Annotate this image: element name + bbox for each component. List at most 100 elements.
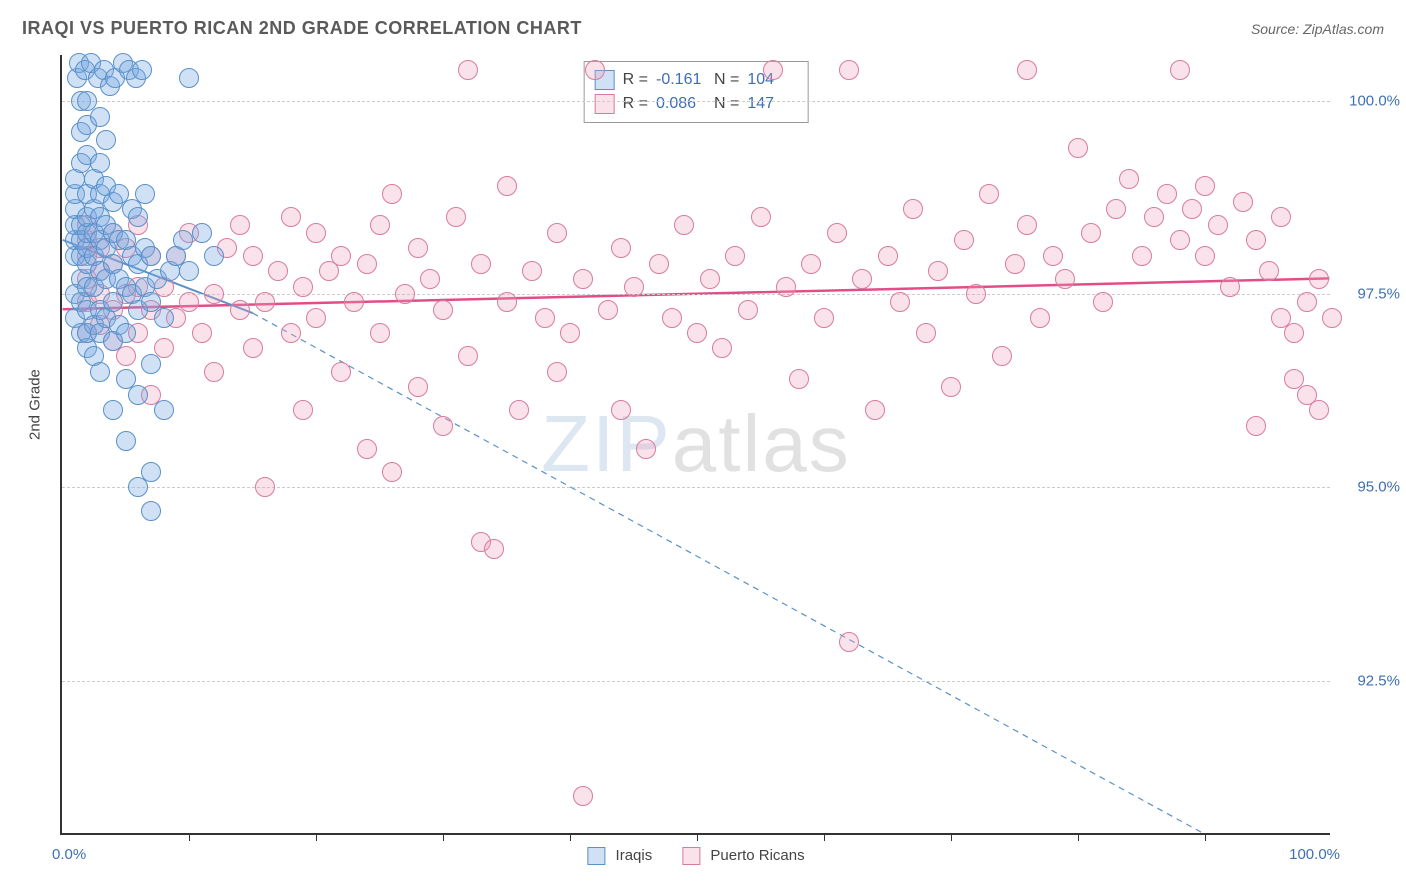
x-tick (443, 833, 444, 841)
puertoricans-point (547, 223, 567, 243)
iraqis-point (116, 323, 136, 343)
n-label: N = (714, 68, 739, 92)
r-label: R = (623, 68, 648, 92)
iraqis-point (179, 68, 199, 88)
x-max-label: 100.0% (1289, 846, 1340, 863)
puertoricans-point (230, 215, 250, 235)
puertoricans-point (1005, 254, 1025, 274)
n-label: N = (714, 92, 739, 116)
puertoricans-point (966, 284, 986, 304)
iraqis-legend-swatch (587, 847, 605, 865)
puertoricans-point (941, 377, 961, 397)
puertoricans-point (458, 60, 478, 80)
puertoricans-point (306, 308, 326, 328)
x-tick (316, 833, 317, 841)
puertoricans-point (293, 277, 313, 297)
puertoricans-point (827, 223, 847, 243)
puertoricans-point (433, 300, 453, 320)
iraqis-point (90, 153, 110, 173)
puertoricans-point (928, 261, 948, 281)
iraqis-point (90, 362, 110, 382)
puertoricans-point (1233, 192, 1253, 212)
puertoricans-point (281, 207, 301, 227)
puertoricans-point (1322, 308, 1342, 328)
iraqis-point (141, 501, 161, 521)
puertoricans-point (839, 632, 859, 652)
iraqis-point (135, 184, 155, 204)
iraqis-point (132, 60, 152, 80)
puertoricans-point (992, 346, 1012, 366)
x-tick (1205, 833, 1206, 841)
puertoricans-point (1309, 400, 1329, 420)
gridline (62, 101, 1330, 102)
y-tick-label: 97.5% (1340, 286, 1400, 303)
puertoricans-point (408, 377, 428, 397)
puertoricans-point (700, 269, 720, 289)
puertoricans-point (382, 184, 402, 204)
puertoricans-swatch (595, 94, 615, 114)
x-tick (697, 833, 698, 841)
puertoricans-point (370, 323, 390, 343)
legend-item-iraqis: Iraqis (587, 847, 652, 865)
x-min-label: 0.0% (52, 846, 86, 863)
bottom-legend: Iraqis Puerto Ricans (587, 847, 804, 865)
puertoricans-point (522, 261, 542, 281)
r-label: R = (623, 92, 648, 116)
puertoricans-point (1055, 269, 1075, 289)
puertoricans-point (814, 308, 834, 328)
puertoricans-point (306, 223, 326, 243)
puertoricans-point (204, 284, 224, 304)
plot-area: ZIPatlas R = -0.161 N = 104 R = 0.086 N … (60, 55, 1330, 835)
puertoricans-point (687, 323, 707, 343)
iraqis-legend-label: Iraqis (616, 847, 653, 864)
iraqis-point (103, 400, 123, 420)
puertoricans-point (1246, 416, 1266, 436)
iraqis-point (141, 462, 161, 482)
iraqis-point (128, 385, 148, 405)
iraqis-point (141, 354, 161, 374)
iraqis-point (192, 223, 212, 243)
puertoricans-point (243, 246, 263, 266)
puertoricans-point (1017, 215, 1037, 235)
puertoricans-point (738, 300, 758, 320)
x-tick (570, 833, 571, 841)
puertoricans-point (890, 292, 910, 312)
stats-row-puertoricans: R = 0.086 N = 147 (595, 92, 798, 116)
puertoricans-point (192, 323, 212, 343)
puertoricans-point (281, 323, 301, 343)
puertoricans-point (1246, 230, 1266, 250)
puertoricans-point (497, 176, 517, 196)
iraqis-point (154, 400, 174, 420)
watermark: ZIPatlas (541, 398, 850, 490)
puertoricans-point (535, 308, 555, 328)
puertoricans-point (1170, 230, 1190, 250)
puertoricans-point (1170, 60, 1190, 80)
puertoricans-point (763, 60, 783, 80)
puertoricans-legend-swatch (682, 847, 700, 865)
puertoricans-point (560, 323, 580, 343)
puertoricans-point (243, 338, 263, 358)
y-tick-label: 92.5% (1340, 672, 1400, 689)
puertoricans-point (636, 439, 656, 459)
puertoricans-point (751, 207, 771, 227)
puertoricans-n-value: 147 (747, 92, 797, 116)
puertoricans-point (624, 277, 644, 297)
y-tick-label: 95.0% (1340, 479, 1400, 496)
puertoricans-point (255, 477, 275, 497)
puertoricans-point (1030, 308, 1050, 328)
puertoricans-point (585, 60, 605, 80)
iraqis-point (173, 230, 193, 250)
puertoricans-point (1309, 269, 1329, 289)
puertoricans-point (116, 346, 136, 366)
puertoricans-point (903, 199, 923, 219)
puertoricans-point (1208, 215, 1228, 235)
puertoricans-point (674, 215, 694, 235)
puertoricans-point (1259, 261, 1279, 281)
regression-lines (62, 55, 1330, 833)
puertoricans-point (865, 400, 885, 420)
puertoricans-point (573, 786, 593, 806)
iraqis-r-value: -0.161 (656, 68, 706, 92)
puertoricans-point (852, 269, 872, 289)
chart-title: IRAQI VS PUERTO RICAN 2ND GRADE CORRELAT… (22, 18, 582, 39)
puertoricans-point (255, 292, 275, 312)
